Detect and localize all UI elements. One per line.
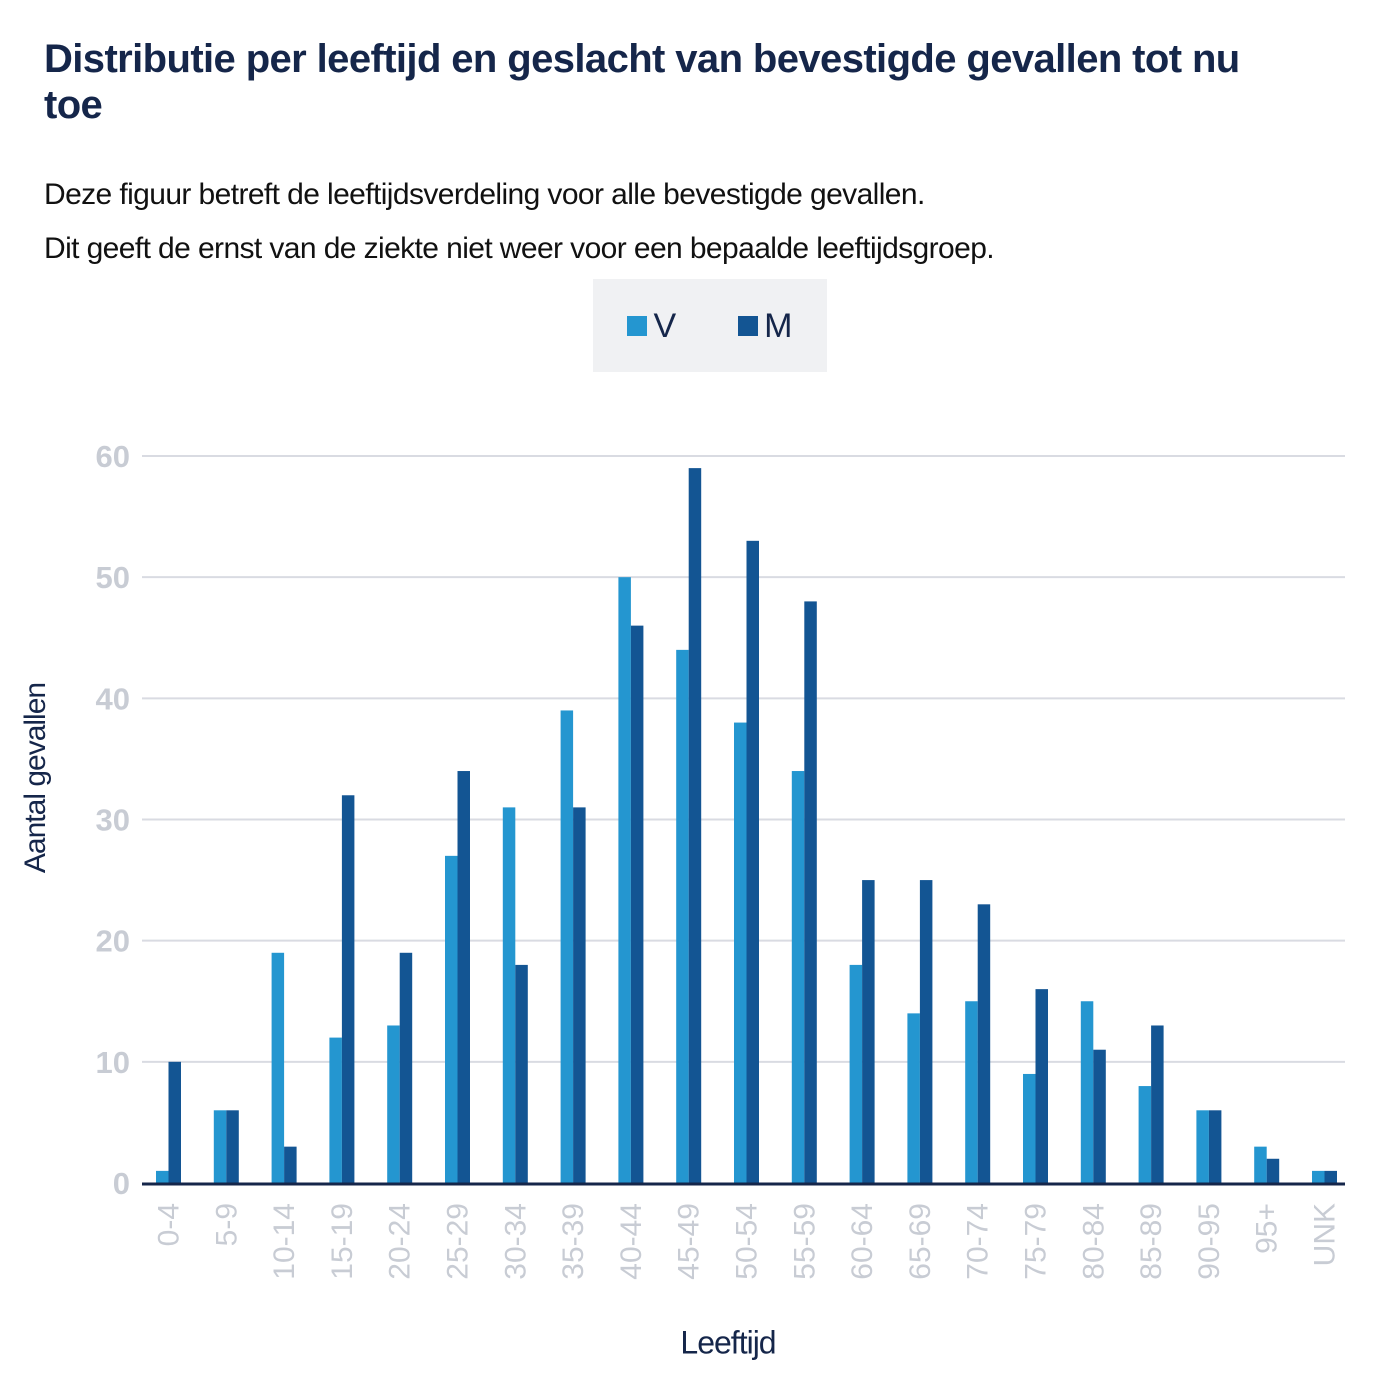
bar-m-30-34[interactable]: [515, 964, 528, 1183]
bar-m-5-9[interactable]: [226, 1110, 239, 1183]
bar-v-15-19[interactable]: [329, 1037, 342, 1183]
x-tick-label: 90-95: [1193, 1203, 1226, 1280]
bar-v-55-59[interactable]: [791, 771, 805, 1183]
bar-v-95+[interactable]: [1254, 1146, 1267, 1183]
bar-v-30-34[interactable]: [502, 807, 516, 1183]
x-tick-label: 80-84: [1077, 1203, 1110, 1280]
x-tick-label: 5-9: [210, 1203, 243, 1246]
y-tick-label: 0: [113, 1166, 130, 1201]
x-tick-label: UNK: [1309, 1203, 1342, 1266]
bar-v-70-74[interactable]: [965, 1001, 978, 1183]
chart-subtitle: Deze figuur betreft de leeftijdsverdelin…: [44, 168, 1364, 276]
bar-v-50-54[interactable]: [734, 722, 747, 1183]
x-tick-label: 50-54: [731, 1203, 764, 1280]
subtitle-line-1: Deze figuur betreft de leeftijdsverdelin…: [44, 178, 925, 211]
subtitle-line-2: Dit geeft de ernst van de ziekte niet we…: [44, 232, 995, 265]
bar-m-70-74[interactable]: [977, 904, 991, 1183]
bar-v-80-84[interactable]: [1080, 1001, 1094, 1183]
bar-m-0-4[interactable]: [168, 1061, 182, 1183]
x-tick-label: 30-34: [499, 1203, 532, 1280]
x-tick-label: 0-4: [153, 1203, 186, 1246]
x-tick-label: 65-69: [904, 1203, 937, 1280]
bar-v-20-24[interactable]: [387, 1025, 400, 1183]
bar-m-75-79[interactable]: [1035, 989, 1049, 1183]
x-axis-title: Leeftijd: [680, 1324, 776, 1361]
bar-m-20-24[interactable]: [399, 952, 413, 1183]
bar-v-60-64[interactable]: [849, 964, 863, 1183]
x-tick-label: 60-64: [846, 1203, 879, 1280]
x-tick-label: 20-24: [384, 1203, 417, 1280]
bar-m-95+[interactable]: [1266, 1158, 1280, 1183]
bar-v-10-14[interactable]: [271, 952, 285, 1183]
x-tick-label: 75-79: [1020, 1203, 1053, 1280]
bar-m-10-14[interactable]: [284, 1146, 297, 1183]
bar-v-75-79[interactable]: [1023, 1073, 1036, 1183]
bar-m-50-54[interactable]: [746, 540, 760, 1183]
legend-label-v: V: [653, 306, 677, 345]
legend-label-m: M: [764, 306, 793, 345]
x-tick-label: 45-49: [673, 1203, 706, 1280]
legend-item-v[interactable]: V: [627, 309, 676, 343]
bar-v-0-4[interactable]: [156, 1170, 169, 1183]
bar-v-25-29[interactable]: [445, 855, 458, 1183]
bar-m-15-19[interactable]: [341, 795, 355, 1183]
bar-m-55-59[interactable]: [804, 601, 817, 1183]
x-tick-label: 15-19: [326, 1203, 359, 1280]
x-tick-label: 10-14: [268, 1203, 301, 1280]
x-tick-label: 70-74: [962, 1203, 995, 1280]
bar-m-90-95[interactable]: [1208, 1110, 1222, 1183]
x-axis-ticks: 0-4 5-9 10-14 15-19 20-24 25-29 30-34 35-39 40-4…: [153, 1203, 1342, 1280]
bar-v-85-89[interactable]: [1138, 1086, 1152, 1183]
x-tick-label: 55-59: [788, 1203, 821, 1280]
y-axis-ticks: 0 10 20 30 40 50 60: [96, 439, 130, 1201]
bar-m-25-29[interactable]: [457, 771, 471, 1183]
x-tick-label: 25-29: [442, 1203, 475, 1280]
bar-m-40-44[interactable]: [630, 625, 644, 1183]
legend-item-m[interactable]: M: [738, 306, 793, 345]
y-tick-label: 20: [96, 924, 130, 959]
y-tick-label: 50: [96, 560, 130, 595]
chart-legend: V M: [593, 279, 827, 372]
x-tick-label: 95+: [1251, 1203, 1284, 1254]
bar-m-35-39[interactable]: [573, 807, 586, 1183]
y-tick-label: 10: [96, 1045, 130, 1080]
x-tick-label: 35-39: [557, 1203, 590, 1280]
bar-m-45-49[interactable]: [688, 468, 702, 1183]
bar-v-90-95[interactable]: [1196, 1110, 1209, 1183]
y-tick-label: 40: [96, 681, 130, 716]
x-tick-label: 85-89: [1135, 1203, 1168, 1280]
bar-v-5-9[interactable]: [213, 1110, 227, 1183]
bars: [156, 468, 1337, 1183]
bar-m-65-69[interactable]: [919, 880, 933, 1183]
bar-v-45-49[interactable]: [676, 649, 689, 1183]
x-tick-label: 40-44: [615, 1203, 648, 1280]
bar-v-40-44[interactable]: [618, 577, 631, 1183]
legend-swatch-v: [627, 315, 648, 336]
bar-v-UNK[interactable]: [1312, 1170, 1325, 1183]
bar-v-35-39[interactable]: [560, 710, 574, 1183]
bar-m-85-89[interactable]: [1151, 1025, 1164, 1183]
y-tick-label: 60: [96, 439, 130, 474]
bar-v-65-69[interactable]: [907, 1013, 920, 1183]
bar-m-80-84[interactable]: [1093, 1049, 1106, 1183]
legend-swatch-m: [738, 315, 759, 336]
bar-m-UNK[interactable]: [1324, 1170, 1338, 1183]
y-tick-label: 30: [96, 803, 130, 838]
chart-title: Distributie per leeftijd en geslacht van…: [44, 37, 1240, 127]
y-axis-title: Aantal gevallen: [19, 682, 52, 874]
bar-m-60-64[interactable]: [862, 880, 875, 1183]
